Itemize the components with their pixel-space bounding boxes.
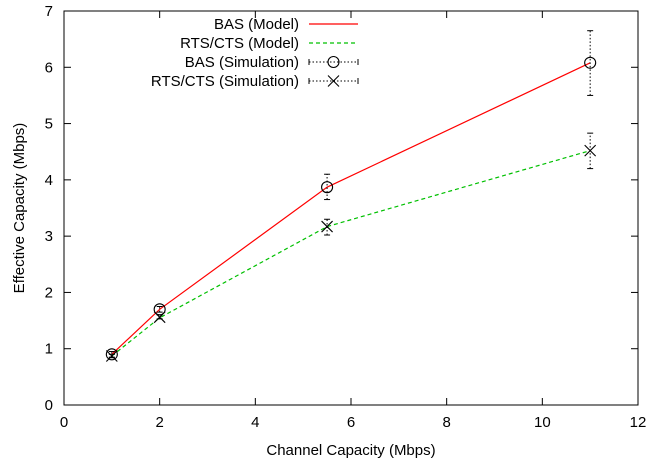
marker-stroke xyxy=(327,75,340,87)
y-tick-label: 4 xyxy=(45,172,53,189)
series-1 xyxy=(111,150,591,357)
y-axis-title: Effective Capacity (Mbps) xyxy=(11,123,28,294)
data-point xyxy=(321,181,334,194)
legend-item: BAS (Simulation) xyxy=(185,54,359,71)
marker-stroke xyxy=(321,220,333,233)
error-bar xyxy=(156,306,163,313)
data-point xyxy=(584,56,597,69)
marker-stroke xyxy=(584,144,597,157)
x-tick-label: 4 xyxy=(251,414,259,431)
legend-label: RTS/CTS (Simulation) xyxy=(151,73,299,90)
x-tick-label: 2 xyxy=(155,414,163,431)
error-bar xyxy=(587,30,594,96)
legend-marker xyxy=(327,55,340,69)
data-point xyxy=(153,311,166,324)
y-tick-label: 1 xyxy=(45,341,53,358)
x-axis-title: Channel Capacity (Mbps) xyxy=(266,442,435,459)
y-tick-label: 5 xyxy=(45,116,53,133)
plot-frame xyxy=(63,10,639,406)
legend: BAS (Model) RTS/CTS (Model) BAS (Simulatio… xyxy=(151,16,359,90)
series-2 xyxy=(105,30,597,361)
y-tick-label: 3 xyxy=(45,228,53,245)
x-tick-label: 10 xyxy=(534,414,551,431)
legend-marker xyxy=(327,75,340,87)
y-tick-label: 2 xyxy=(45,284,53,301)
x-tick-label: 12 xyxy=(630,414,647,431)
legend-label: BAS (Simulation) xyxy=(185,54,299,71)
data-point xyxy=(105,350,118,362)
data-point xyxy=(321,220,333,233)
x-tick-label: 8 xyxy=(442,414,450,431)
series-line xyxy=(111,62,591,355)
y-tick-label: 6 xyxy=(45,59,53,76)
series-3 xyxy=(105,132,597,362)
data-point xyxy=(584,144,597,157)
series-line xyxy=(111,150,591,357)
x-tick-label: 0 xyxy=(60,414,68,431)
legend-item: RTS/CTS (Model) xyxy=(180,35,358,52)
legend-label: RTS/CTS (Model) xyxy=(180,35,299,52)
legend-label: BAS (Model) xyxy=(214,16,299,33)
legend-item: RTS/CTS (Simulation) xyxy=(151,73,359,90)
marker-stroke xyxy=(105,350,118,362)
error-bar xyxy=(324,173,331,201)
y-tick-label: 0 xyxy=(45,397,53,414)
x-tick-label: 6 xyxy=(347,414,355,431)
series-layer xyxy=(105,30,597,362)
legend-item: BAS (Model) xyxy=(214,16,358,33)
data-point xyxy=(105,348,118,361)
marker-stroke xyxy=(153,311,166,324)
y-tick-label: 7 xyxy=(45,3,53,20)
series-0 xyxy=(111,62,591,355)
